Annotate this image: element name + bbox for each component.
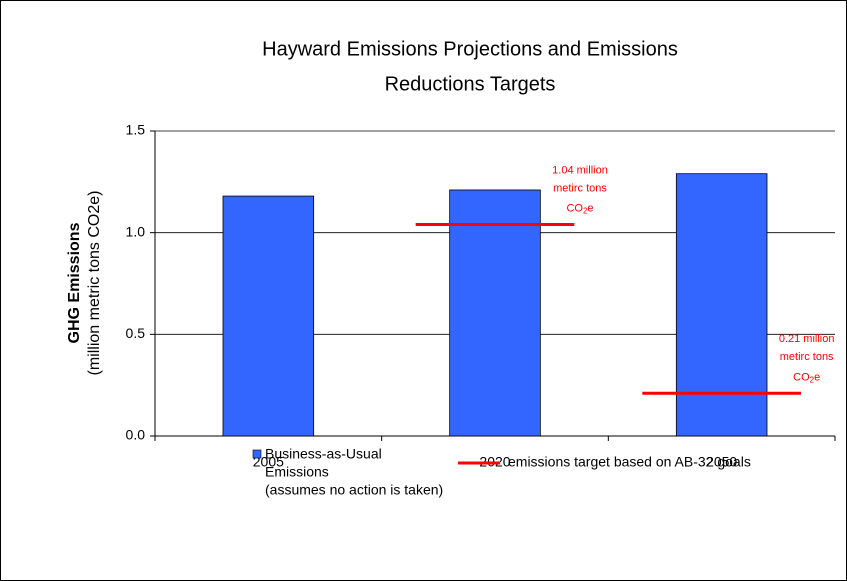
annotation-part: CO bbox=[793, 371, 810, 383]
bar bbox=[675, 173, 768, 437]
annotation-part: CO bbox=[566, 202, 583, 214]
legend-swatch bbox=[252, 449, 262, 459]
legend-label: Business-as-Usual bbox=[265, 446, 382, 462]
y-axis-title: GHG Emissions bbox=[66, 222, 83, 343]
annotation-part: 2 bbox=[810, 375, 815, 384]
y-tick-label: 1.5 bbox=[126, 122, 146, 138]
x-tick-label: 2050 bbox=[706, 454, 737, 470]
annotation: CO2e bbox=[793, 371, 820, 384]
y-tick-label: 0.0 bbox=[126, 427, 146, 443]
chart-title: Hayward Emissions Projections and Emissi… bbox=[262, 38, 678, 60]
y-axis-title: (million metric tons CO2e) bbox=[86, 191, 103, 376]
annotation: CO2e bbox=[566, 202, 593, 215]
y-tick-label: 0.5 bbox=[126, 325, 146, 341]
annotation-part: e bbox=[587, 202, 593, 214]
annotation: metirc tons bbox=[553, 182, 607, 194]
bar bbox=[449, 189, 541, 437]
y-tick-label: 1.0 bbox=[126, 223, 146, 239]
bar bbox=[222, 195, 315, 437]
legend-label: Emissions bbox=[265, 464, 329, 480]
legend-label: emissions target based on AB-32 goals bbox=[508, 454, 751, 470]
annotation: metirc tons bbox=[780, 351, 834, 363]
annotation: 0.21 million bbox=[779, 333, 835, 345]
legend-label: (assumes no action is taken) bbox=[265, 482, 443, 498]
chart-title: Reductions Targets bbox=[385, 73, 556, 95]
annotation-part: e bbox=[814, 371, 820, 383]
annotation-part: 2 bbox=[583, 207, 588, 216]
annotation: 1.04 million bbox=[552, 164, 608, 176]
